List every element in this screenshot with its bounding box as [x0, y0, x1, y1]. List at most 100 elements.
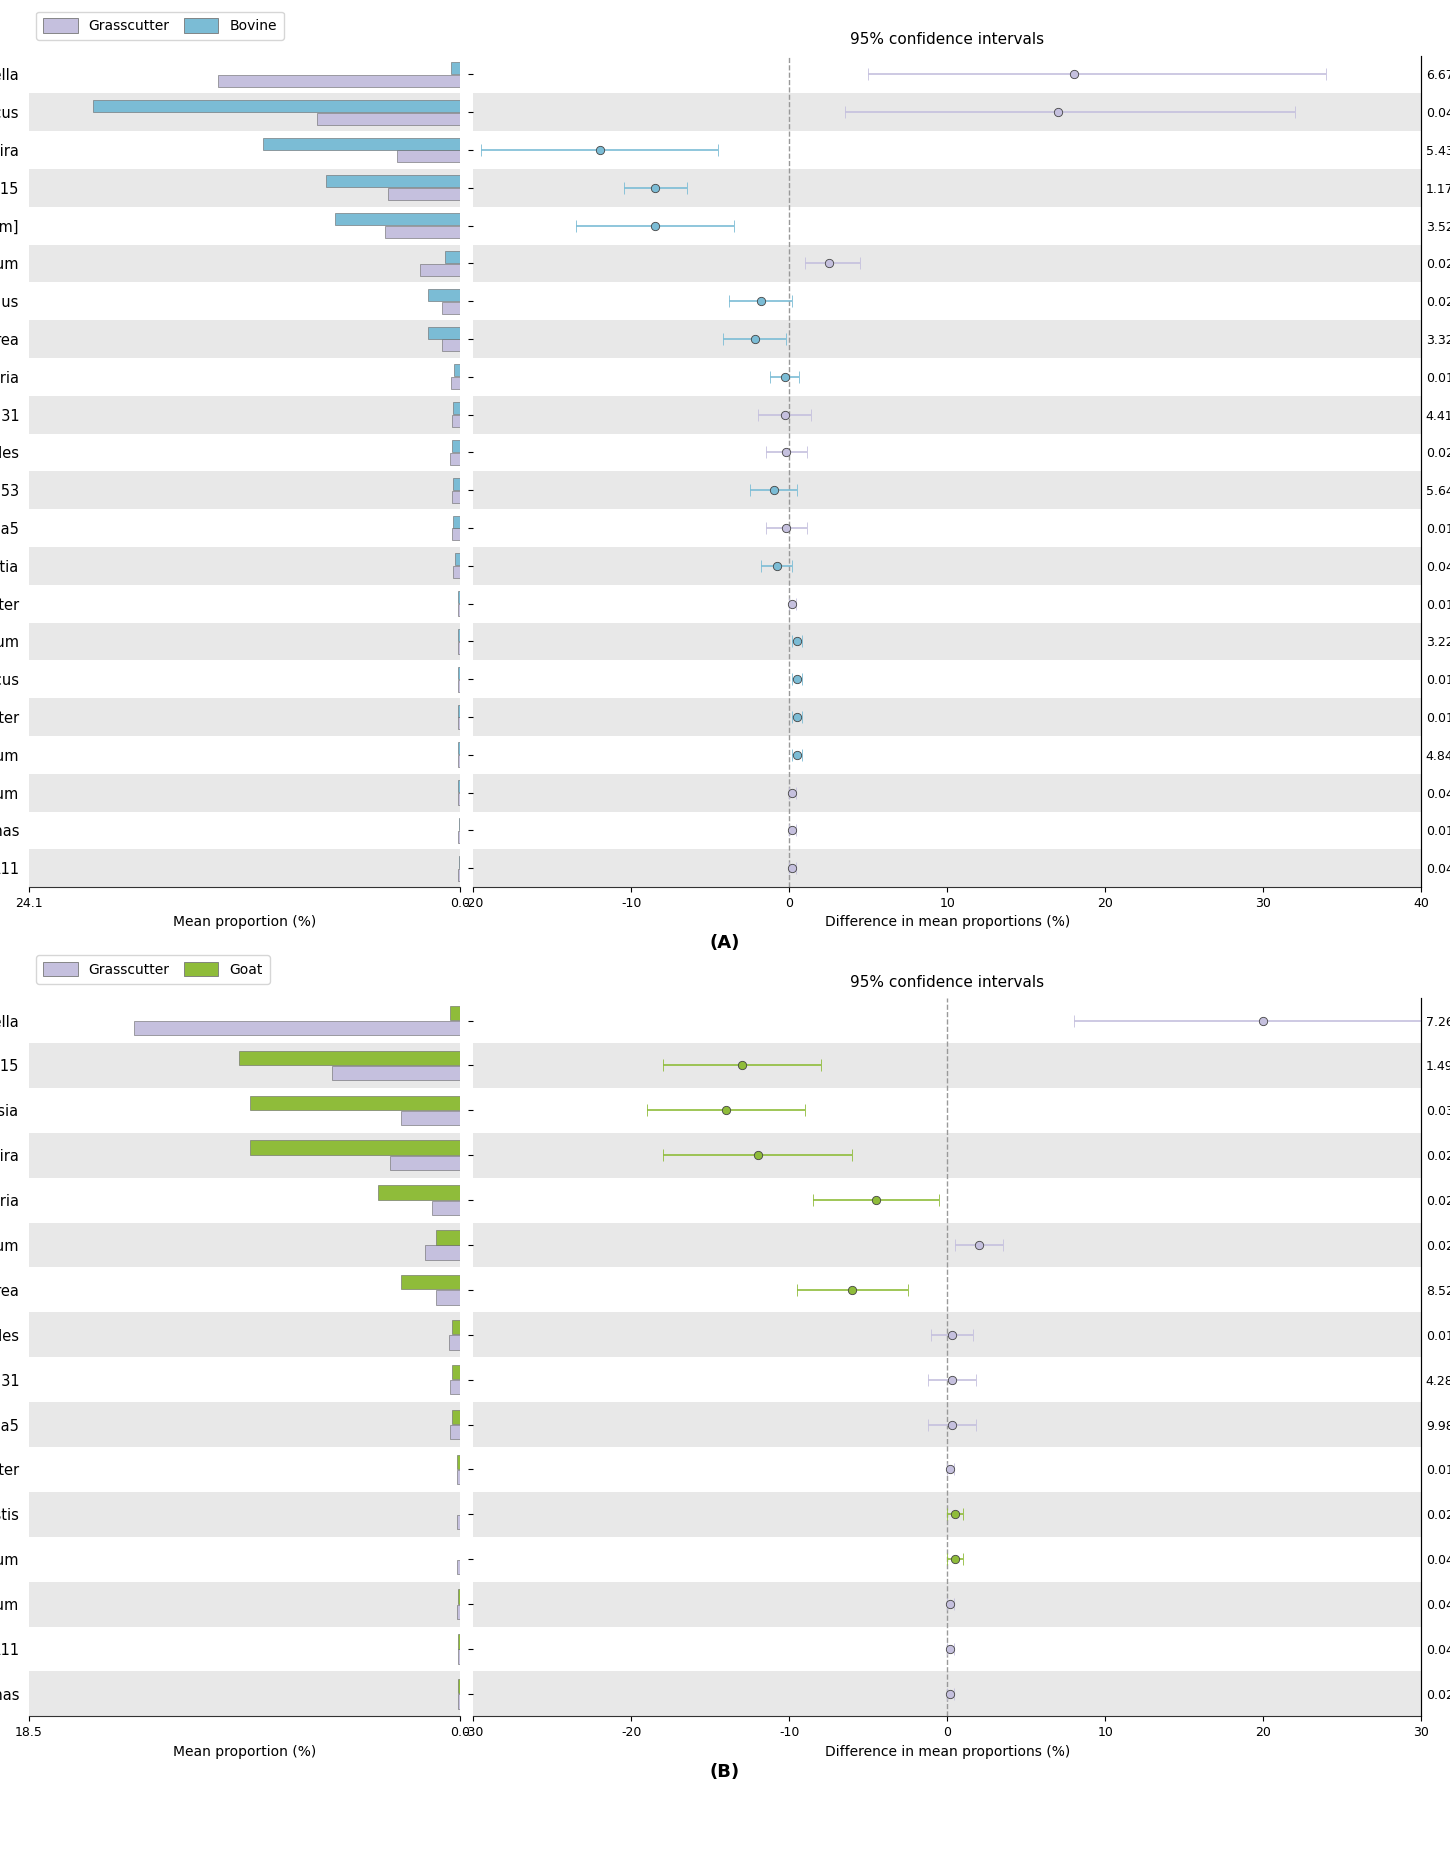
Bar: [397, 150, 460, 163]
Bar: [29, 660, 460, 697]
Bar: [29, 509, 460, 548]
Bar: [451, 529, 460, 540]
Bar: [450, 1336, 460, 1350]
Bar: [29, 1178, 460, 1223]
Bar: [402, 1275, 460, 1289]
Bar: [251, 1140, 460, 1154]
Bar: [452, 401, 460, 414]
Bar: [29, 244, 460, 283]
Bar: [458, 642, 460, 653]
Bar: [389, 189, 460, 200]
Bar: [29, 1132, 460, 1178]
Bar: [451, 377, 460, 388]
Bar: [436, 1289, 460, 1304]
Title: 95% confidence intervals: 95% confidence intervals: [850, 33, 1044, 48]
X-axis label: Difference in mean proportions (%): Difference in mean proportions (%): [825, 916, 1070, 929]
X-axis label: Difference in mean proportions (%): Difference in mean proportions (%): [825, 1745, 1070, 1759]
Bar: [29, 1447, 460, 1491]
Bar: [474, 1402, 1421, 1447]
Bar: [251, 1095, 460, 1110]
Bar: [451, 1380, 460, 1395]
Bar: [474, 1582, 1421, 1626]
Bar: [474, 1537, 1421, 1582]
Bar: [474, 1132, 1421, 1178]
Bar: [29, 1671, 460, 1717]
Legend: Grasscutter, Goat: Grasscutter, Goat: [36, 955, 270, 984]
Bar: [402, 1110, 460, 1125]
Bar: [474, 1223, 1421, 1267]
Bar: [474, 509, 1421, 548]
Bar: [29, 1312, 460, 1358]
Legend: Grasscutter, Bovine: Grasscutter, Bovine: [36, 11, 284, 41]
Bar: [262, 137, 460, 150]
Bar: [29, 1491, 460, 1537]
Bar: [436, 1230, 460, 1245]
Bar: [458, 1695, 460, 1709]
Bar: [29, 697, 460, 736]
Bar: [474, 773, 1421, 812]
Bar: [29, 849, 460, 888]
Bar: [93, 100, 460, 111]
Bar: [219, 74, 460, 87]
Bar: [29, 999, 460, 1043]
Bar: [452, 516, 460, 527]
Bar: [445, 252, 460, 263]
Bar: [474, 131, 1421, 168]
Bar: [458, 1650, 460, 1663]
Bar: [29, 1043, 460, 1088]
Bar: [474, 585, 1421, 622]
Bar: [316, 113, 460, 124]
Bar: [474, 660, 1421, 697]
Bar: [474, 697, 1421, 736]
Bar: [458, 603, 460, 616]
Bar: [474, 1671, 1421, 1717]
Bar: [451, 414, 460, 427]
Bar: [29, 168, 460, 207]
Bar: [474, 622, 1421, 660]
X-axis label: Mean proportion (%): Mean proportion (%): [173, 1745, 316, 1759]
Bar: [133, 1021, 460, 1036]
Bar: [428, 289, 460, 302]
Bar: [458, 755, 460, 768]
Bar: [29, 1223, 460, 1267]
Bar: [458, 718, 460, 729]
Bar: [442, 339, 460, 352]
X-axis label: Mean proportion (%): Mean proportion (%): [173, 916, 316, 929]
Bar: [29, 396, 460, 433]
Bar: [428, 327, 460, 339]
Bar: [29, 585, 460, 622]
Bar: [450, 453, 460, 464]
Bar: [326, 176, 460, 187]
Bar: [474, 1178, 1421, 1223]
Bar: [474, 548, 1421, 585]
Bar: [458, 1589, 460, 1604]
Bar: [29, 812, 460, 849]
Bar: [420, 265, 460, 276]
Bar: [474, 849, 1421, 888]
Bar: [474, 56, 1421, 92]
Bar: [29, 56, 460, 92]
Bar: [474, 244, 1421, 283]
Bar: [474, 1626, 1421, 1671]
Bar: [451, 1424, 460, 1439]
Bar: [458, 679, 460, 692]
Bar: [474, 1447, 1421, 1491]
Bar: [455, 553, 460, 566]
Bar: [29, 283, 460, 320]
Bar: [432, 1201, 460, 1215]
Bar: [29, 1537, 460, 1582]
Bar: [474, 433, 1421, 472]
Bar: [474, 1312, 1421, 1358]
Bar: [378, 1186, 460, 1199]
Text: (A): (A): [710, 934, 740, 951]
Bar: [474, 283, 1421, 320]
Bar: [451, 440, 460, 451]
Bar: [457, 1604, 460, 1619]
Bar: [390, 1156, 460, 1169]
Bar: [474, 472, 1421, 509]
Title: 95% confidence intervals: 95% confidence intervals: [850, 975, 1044, 990]
Text: (B): (B): [710, 1763, 740, 1782]
Bar: [29, 622, 460, 660]
Bar: [29, 1358, 460, 1402]
Bar: [29, 1402, 460, 1447]
